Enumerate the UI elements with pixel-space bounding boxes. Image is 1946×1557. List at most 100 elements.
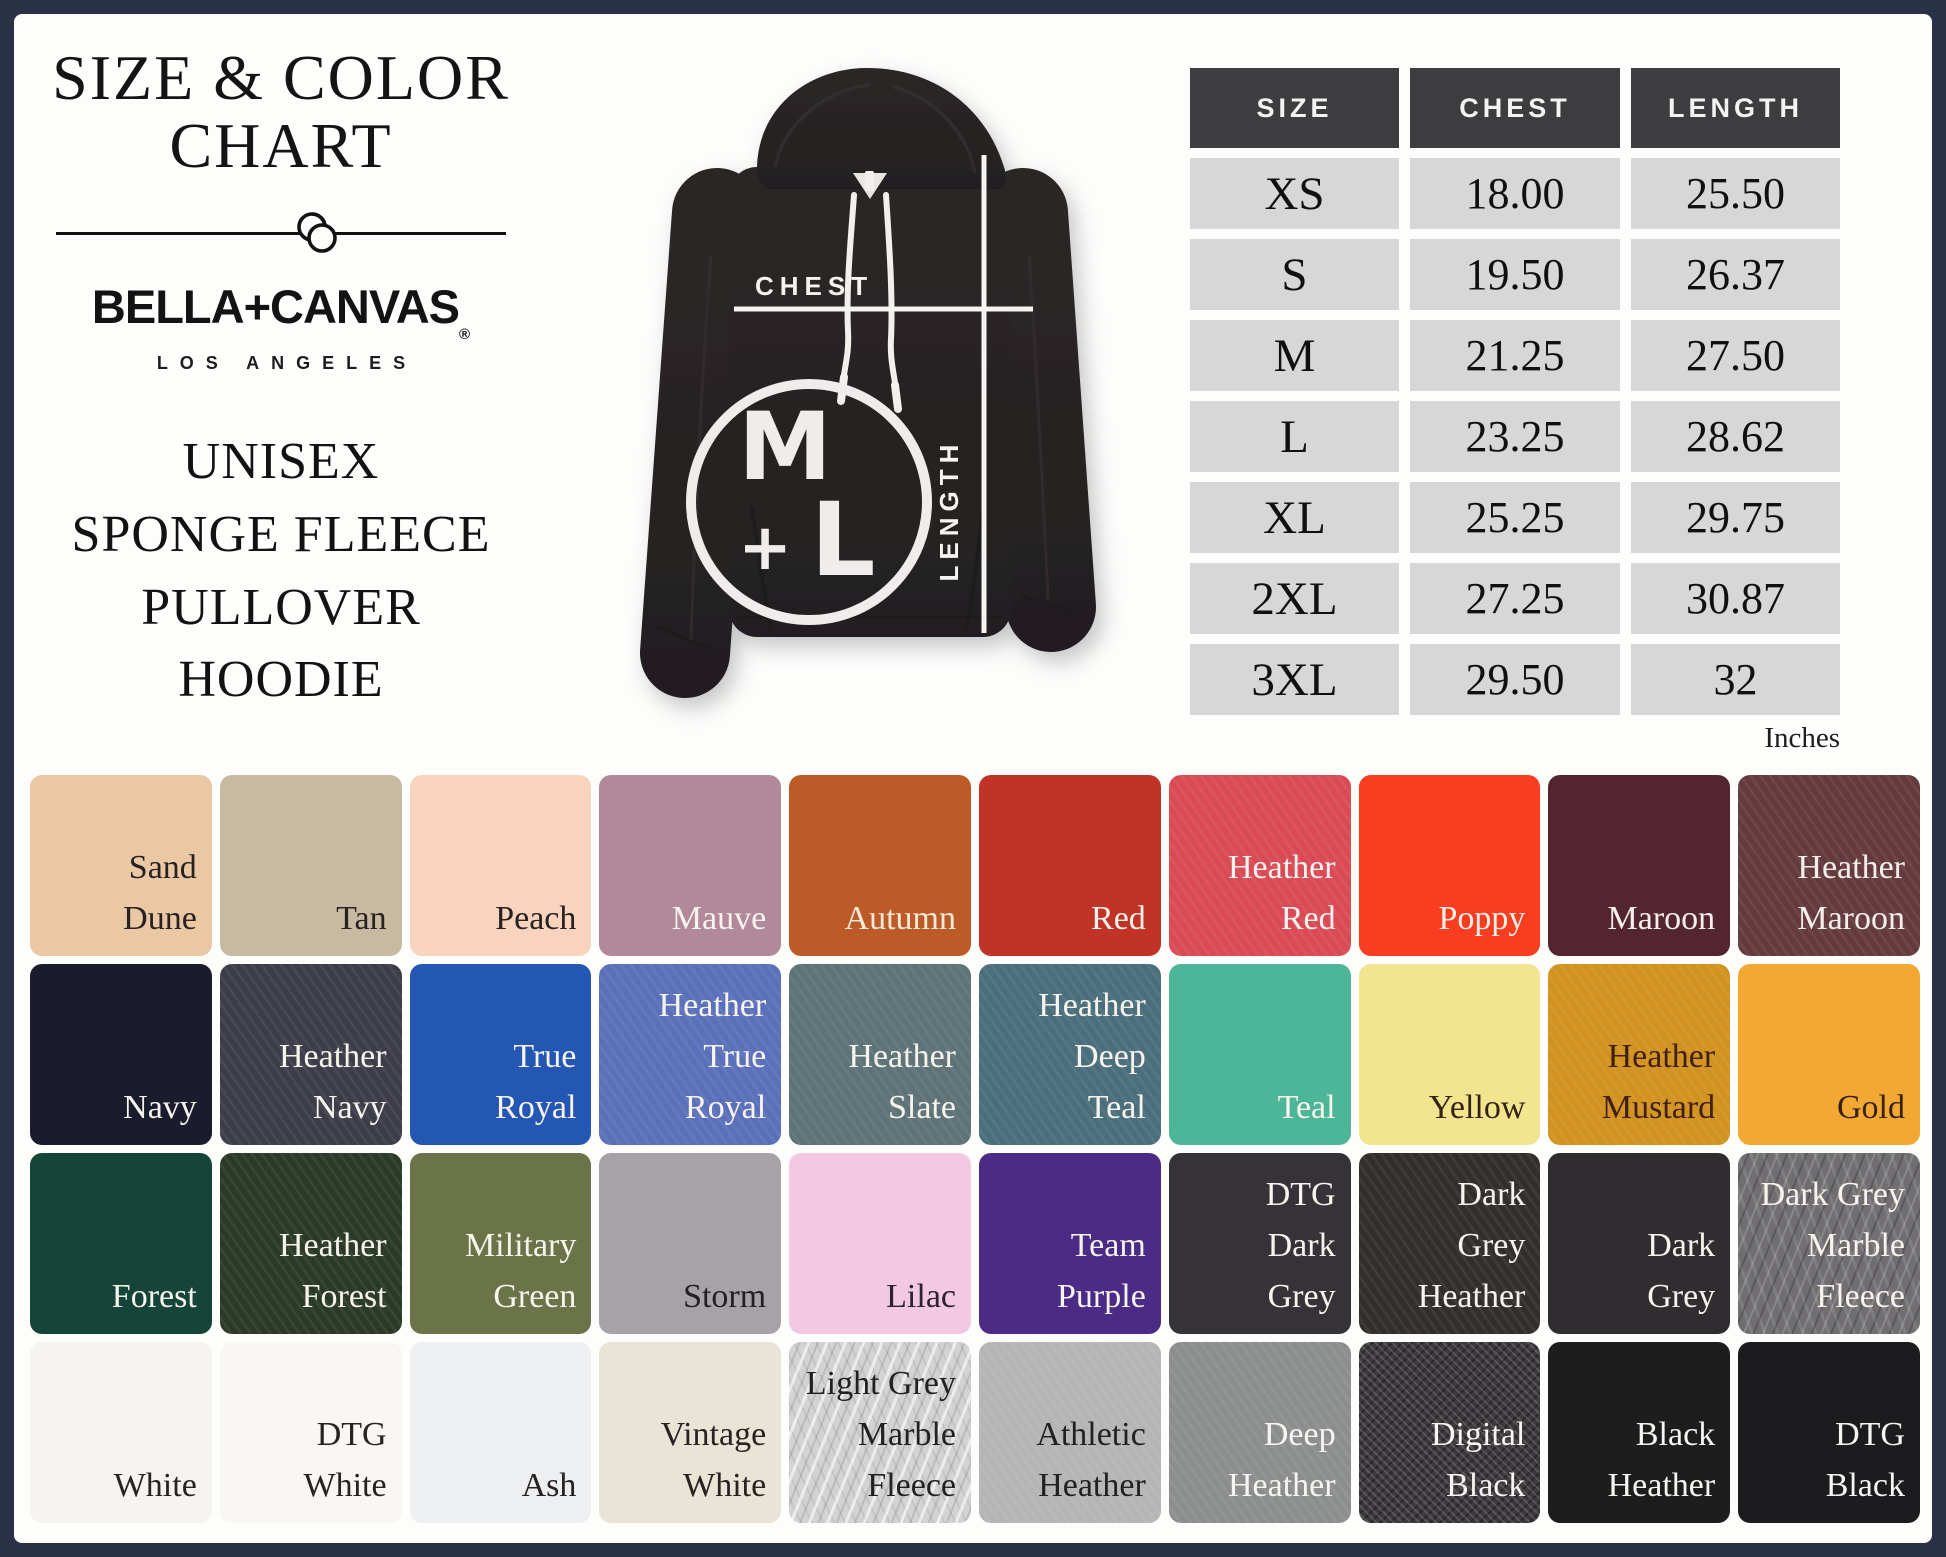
color-swatch-label: Dark Grey Marble Fleece xyxy=(1760,1176,1905,1315)
color-swatch-yellow: Yellow xyxy=(1358,964,1541,1145)
color-swatch-label: Navy xyxy=(123,1089,197,1126)
color-swatch-vintage-white: Vintage White xyxy=(599,1342,782,1523)
color-swatch-label: Teal xyxy=(1277,1089,1336,1126)
color-swatch-label: Heather Navy xyxy=(278,1038,387,1126)
color-swatch-label: Maroon xyxy=(1607,900,1716,937)
size-table-cell-3xl-size: 3XL xyxy=(1190,644,1399,715)
size-table-cell-s-chest: 19.50 xyxy=(1410,239,1620,310)
size-table-cell-xs-size: XS xyxy=(1190,158,1399,229)
size-table-cell-l-chest: 23.25 xyxy=(1410,401,1620,472)
color-swatch-heather-forest: Heather Forest xyxy=(219,1153,402,1334)
color-swatch-dtg-black: DTG Black xyxy=(1738,1342,1920,1523)
color-swatch-label: Heather Maroon xyxy=(1797,849,1905,937)
color-swatch-poppy: Poppy xyxy=(1358,775,1541,956)
color-swatch-storm: Storm xyxy=(599,1153,782,1334)
size-table-header-size: SIZE xyxy=(1190,68,1399,148)
color-swatch-heather-red: Heather Red xyxy=(1168,775,1351,956)
size-table-cell-s-length: 26.37 xyxy=(1631,239,1840,310)
size-table-cell-l-size: L xyxy=(1190,401,1399,472)
color-swatch-ash: Ash xyxy=(409,1342,592,1523)
hoodie-figure: CHEST LENGTH M + L xyxy=(505,55,1195,779)
color-swatch-tan: Tan xyxy=(219,775,402,956)
color-swatch-dark-grey-heather: Dark Grey Heather xyxy=(1358,1153,1541,1334)
interlocked-rings-icon xyxy=(297,212,337,253)
color-swatch-label: Heather Deep Teal xyxy=(1038,987,1146,1126)
color-swatch-label: Dark Grey xyxy=(1647,1227,1716,1315)
page-title: SIZE & COLOR CHART xyxy=(50,42,512,182)
color-grid: Sand Dune Tan Peach Mauve Autumn Red Heather R… xyxy=(30,775,1920,1523)
color-swatch-navy: Navy xyxy=(30,964,212,1145)
color-swatch-mauve: Mauve xyxy=(599,775,782,956)
product-name: UNISEX SPONGE FLEECE PULLOVER HOODIE xyxy=(50,426,512,717)
color-swatch-label: Team Purple xyxy=(1057,1227,1146,1315)
size-table-cell-2xl-size: 2XL xyxy=(1190,563,1399,634)
print-letter-m: M xyxy=(738,393,832,502)
color-swatch-team-purple: Team Purple xyxy=(979,1153,1161,1334)
color-swatch-label: White xyxy=(113,1467,197,1504)
color-swatch-label: Peach xyxy=(495,900,577,937)
color-swatch-label: Lilac xyxy=(886,1278,956,1315)
color-swatch-label: DTG White xyxy=(303,1416,387,1504)
color-swatch-dark-grey: Dark Grey xyxy=(1548,1153,1731,1334)
color-swatch-label: Military Green xyxy=(464,1227,577,1315)
color-swatch-label: Athletic Heather xyxy=(1036,1416,1146,1504)
color-swatch-true-royal: True Royal xyxy=(409,964,592,1145)
color-swatch-light-grey-marble-fleece: Light Grey Marble Fleece xyxy=(789,1342,971,1523)
color-swatch-black-heather: Black Heather xyxy=(1548,1342,1731,1523)
color-swatch-label: Storm xyxy=(683,1278,767,1315)
color-swatch-label: Sand Dune xyxy=(123,849,197,937)
color-swatch-heather-deep-teal: Heather Deep Teal xyxy=(979,964,1161,1145)
size-table-cell-xl-length: 29.75 xyxy=(1631,482,1840,553)
color-swatch-label: Heather True Royal xyxy=(658,987,767,1126)
color-swatch-label: Gold xyxy=(1837,1089,1905,1126)
color-swatch-label: DTG Dark Grey xyxy=(1265,1176,1336,1315)
page-title-line1: SIZE & COLOR xyxy=(52,42,510,113)
print-plus: + xyxy=(738,511,792,585)
color-swatch-label: Tan xyxy=(336,900,387,937)
color-swatch-dtg-dark-grey: DTG Dark Grey xyxy=(1168,1153,1351,1334)
page-background: SIZE & COLOR CHART BELLA+CANVAS® LOS ANG… xyxy=(14,14,1932,1543)
color-swatch-label: Heather Red xyxy=(1227,849,1336,937)
measurement-overlay: CHEST LENGTH xyxy=(734,155,1033,633)
size-table-cell-xs-length: 25.50 xyxy=(1631,158,1840,229)
color-swatch-dtg-white: DTG White xyxy=(219,1342,402,1523)
color-swatch-label: Light Grey Marble Fleece xyxy=(805,1365,956,1504)
size-table-cell-m-chest: 21.25 xyxy=(1410,320,1620,391)
color-swatch-white: White xyxy=(30,1342,212,1523)
color-swatch-label: Heather Mustard xyxy=(1601,1038,1716,1126)
size-table-cell-xl-size: XL xyxy=(1190,482,1399,553)
page-title-line2: CHART xyxy=(169,110,393,182)
color-swatch-heather-mustard: Heather Mustard xyxy=(1548,964,1731,1145)
hoodie-illustration: CHEST LENGTH M + L xyxy=(640,67,1096,698)
color-swatch-label: Autumn xyxy=(844,900,956,937)
color-swatch-maroon: Maroon xyxy=(1548,775,1731,956)
size-table-cell-m-size: M xyxy=(1190,320,1399,391)
product-line-2: SPONGE FLEECE xyxy=(71,505,491,563)
color-swatch-sand-dune: Sand Dune xyxy=(30,775,212,956)
color-swatch-military-green: Military Green xyxy=(409,1153,592,1334)
left-panel: SIZE & COLOR CHART BELLA+CANVAS® LOS ANG… xyxy=(50,42,512,717)
size-table-cell-m-length: 27.50 xyxy=(1631,320,1840,391)
color-swatch-label: Red xyxy=(1091,900,1146,937)
product-line-1: UNISEX xyxy=(182,432,380,490)
title-divider xyxy=(56,211,506,257)
size-table-cell-s-size: S xyxy=(1190,239,1399,310)
color-swatch-autumn: Autumn xyxy=(789,775,971,956)
size-table-cell-3xl-length: 32 xyxy=(1631,644,1840,715)
color-swatch-heather-slate: Heather Slate xyxy=(789,964,971,1145)
color-swatch-peach: Peach xyxy=(409,775,592,956)
color-swatch-label: Heather Slate xyxy=(848,1038,956,1126)
size-table-cell-xl-chest: 25.25 xyxy=(1410,482,1620,553)
color-swatch-lilac: Lilac xyxy=(789,1153,971,1334)
size-table-cell-xs-chest: 18.00 xyxy=(1410,158,1620,229)
color-swatch-red: Red xyxy=(979,775,1161,956)
size-table-cell-l-length: 28.62 xyxy=(1631,401,1840,472)
color-swatch-label: Heather Forest xyxy=(278,1227,387,1315)
divider-rule xyxy=(56,231,506,235)
color-swatch-forest: Forest xyxy=(30,1153,212,1334)
color-swatch-label: Dark Grey Heather xyxy=(1417,1176,1526,1315)
color-swatch-label: Ash xyxy=(521,1467,577,1504)
color-swatch-label: Yellow xyxy=(1428,1089,1526,1126)
size-table-cell-2xl-length: 30.87 xyxy=(1631,563,1840,634)
